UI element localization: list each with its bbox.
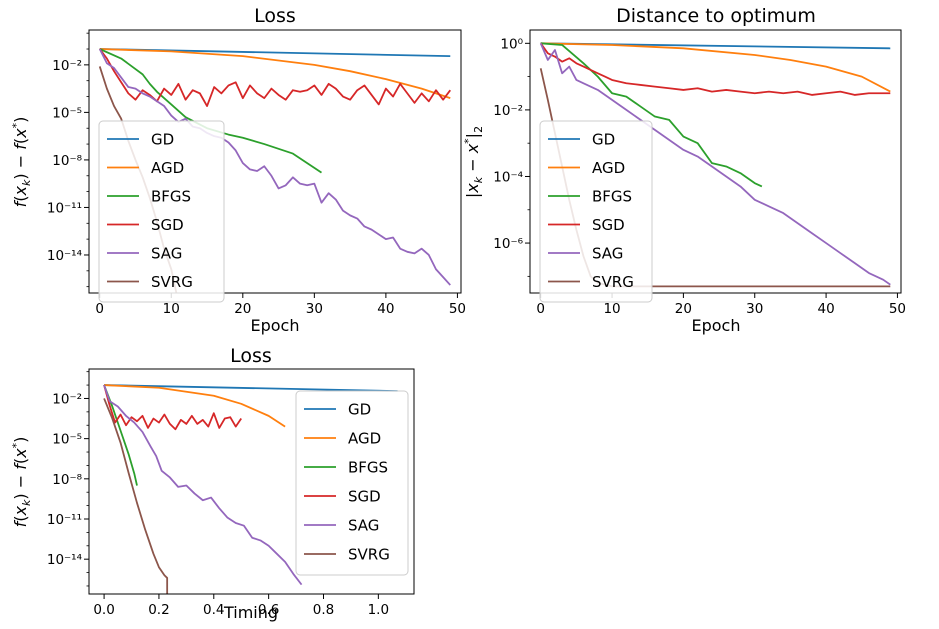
chart-title: Loss (254, 5, 296, 27)
y-tick-label: 10⁻¹¹ (47, 200, 82, 216)
legend-label: BFGS (151, 188, 191, 206)
legend-label: SAG (151, 245, 182, 263)
x-tick-label: 30 (746, 301, 763, 317)
x-tick-label: 40 (817, 301, 834, 317)
x-tick-label: 20 (234, 301, 251, 317)
legend-label: SVRG (592, 273, 634, 291)
x-axis-label: Epoch (692, 316, 741, 335)
legend-label: AGD (348, 430, 381, 448)
y-tick-label: 10⁻¹⁴ (47, 248, 82, 264)
series-group (103, 384, 398, 594)
ticks: 0 10 20 30 40 50 10⁻² 10⁻⁵ 10⁻⁸ 10⁻¹¹ 10⁻¹⁴ (47, 32, 466, 317)
panel-distance-epoch: Distance to optimum |xk − x*|2 Epoch 0 10… (462, 5, 906, 335)
x-tick-label: 0.0 (93, 602, 114, 618)
series-line-gd (104, 384, 398, 392)
x-axis-label: Epoch (251, 316, 300, 335)
x-axis-label: Timing (223, 603, 278, 622)
legend-label: SGD (348, 488, 381, 506)
legend: GD AGD BFGS SGD SAG SVRG (98, 120, 225, 303)
y-axis-label: |xk − x*|2 (462, 126, 485, 198)
x-tick-label: 0.2 (148, 602, 169, 618)
y-tick-label: 10⁰ (500, 36, 523, 52)
panel-loss-epoch: Loss f(xk) − f(x*) Epoch 0 10 20 30 40 50 10⁻²… (10, 5, 466, 335)
legend: GD AGD BFGS SGD SAG SVRG (539, 120, 653, 303)
legend-label: SAG (592, 245, 623, 263)
legend-label: SVRG (151, 273, 193, 291)
y-tick-label: 10⁻⁸ (52, 153, 82, 169)
legend-label: SGD (151, 216, 184, 234)
series-line-sgd (103, 384, 242, 431)
x-tick-label: 10 (603, 301, 620, 317)
x-tick-label: 40 (377, 301, 394, 317)
series-line-svrg (103, 398, 169, 594)
ticks: 0 10 20 30 40 50 10⁰ 10⁻² 10⁻⁴ 10⁻⁶ (493, 36, 906, 317)
series-line-sag (98, 48, 451, 286)
x-tick-label: 50 (449, 301, 466, 317)
legend-frame (539, 120, 653, 303)
x-tick-label: 50 (889, 301, 906, 317)
x-tick-label: 0 (536, 301, 545, 317)
x-tick-label: 10 (163, 301, 180, 317)
y-tick-label: 10⁻⁵ (52, 432, 82, 448)
x-tick-label: 0 (95, 301, 104, 317)
chart-title: Distance to optimum (616, 5, 816, 27)
y-tick-label: 10⁻² (493, 103, 523, 119)
legend-label: AGD (151, 159, 184, 177)
y-axis-label: f(xk) − f(x*) (10, 437, 33, 528)
x-tick-label: 1.0 (368, 602, 389, 618)
x-tick-label: 0.6 (258, 602, 279, 618)
legend-frame (98, 120, 225, 303)
x-tick-label: 0.4 (203, 602, 224, 618)
legend-label: GD (592, 131, 615, 149)
series-line-sag (103, 384, 303, 586)
legend-label: GD (348, 401, 371, 419)
series-line-sgd (99, 48, 451, 107)
axis-ylabel: f(xk) − f(x*) (10, 437, 33, 528)
axis-ylabel: |xk − x*|2 (462, 126, 485, 198)
plot-frame (529, 29, 902, 294)
x-tick-label: 20 (675, 301, 692, 317)
y-tick-label: 10⁻⁴ (493, 169, 523, 185)
legend-label: SVRG (348, 546, 390, 564)
series-line-agd (104, 384, 286, 428)
chart-title: Loss (230, 345, 272, 367)
y-tick-label: 10⁻⁵ (52, 105, 82, 121)
y-tick-label: 10⁻² (52, 391, 82, 407)
series-line-agd (99, 48, 451, 99)
axis-ylabel: f(xk) − f(x*) (10, 117, 33, 208)
series-line-sgd (539, 42, 891, 96)
plot-frame (88, 29, 462, 294)
y-axis-label: f(xk) − f(x*) (10, 117, 33, 208)
y-tick-label: 10⁻¹⁴ (47, 552, 82, 568)
x-tick-label: 30 (306, 301, 323, 317)
legend-label: AGD (592, 159, 625, 177)
legend-label: GD (151, 131, 174, 149)
y-tick-label: 10⁻⁸ (52, 472, 82, 488)
y-tick-label: 10⁻¹¹ (47, 512, 82, 528)
y-tick-label: 10⁻² (52, 58, 82, 74)
legend-label: BFGS (592, 188, 632, 206)
panel-loss-timing: Loss f(xk) − f(x*) Timing 0.0 0.2 0.4 0.6 0.… (10, 345, 415, 622)
plot-frame (88, 368, 415, 595)
series-line-sag (539, 42, 891, 286)
y-tick-label: 10⁻⁶ (493, 236, 523, 252)
legend-label: BFGS (348, 459, 388, 477)
series-line-agd (540, 42, 891, 93)
legend-frame (295, 390, 409, 576)
legend-label: SAG (348, 517, 379, 535)
x-tick-label: 0.8 (313, 602, 334, 618)
legend-label: SGD (592, 216, 625, 234)
legend: GD AGD BFGS SGD SAG SVRG (295, 390, 409, 576)
